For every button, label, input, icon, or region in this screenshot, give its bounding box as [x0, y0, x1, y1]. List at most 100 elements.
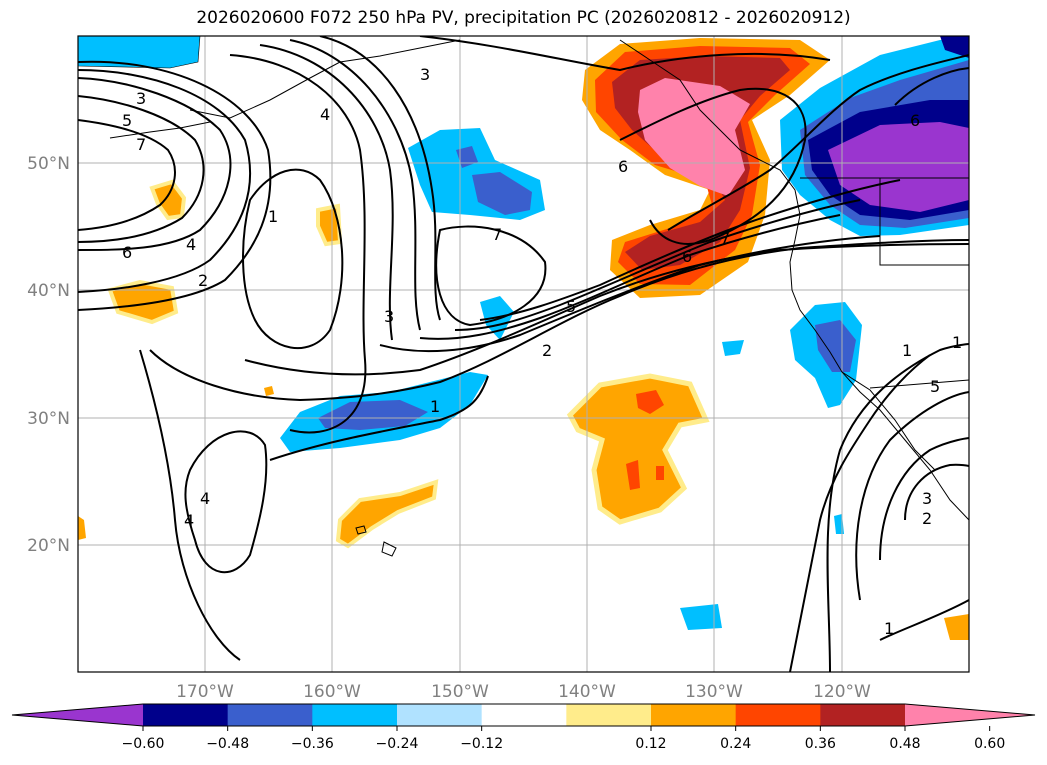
shade-neg-ne-purple: [828, 122, 969, 212]
colorbar-tick-label: 0.36: [805, 736, 836, 752]
colorbar-extend-high: [905, 704, 1035, 726]
shade-pos-subtrop-red2: [626, 460, 640, 490]
pv-contour-5-main: [419, 214, 841, 340]
pv-contour-arc-ne: [419, 36, 831, 72]
pv-contour-3-main: [379, 235, 881, 353]
colorbar-tick-label: 0.60: [974, 736, 1005, 752]
pv-label: 5: [566, 297, 576, 316]
pv-contour-se-1: [826, 343, 969, 672]
graticule: [78, 36, 969, 672]
pv-contour-5-west: [78, 95, 205, 243]
pv-label: 1: [902, 341, 912, 360]
pv-label: 4: [184, 511, 194, 530]
pv-label: 3: [420, 65, 430, 84]
pv-label: 6: [122, 243, 132, 262]
pv-contour-1-far-se: [879, 599, 969, 641]
lon-label: 160°W: [303, 682, 361, 702]
colorbar-tick-label: −0.48: [206, 736, 249, 752]
lon-label: 150°W: [431, 682, 489, 702]
pv-contour-ridge-3: [289, 39, 421, 331]
lat-label: 50°N: [27, 154, 70, 174]
colorbar-segment: [820, 704, 906, 726]
pv-contour-4-south: [184, 430, 268, 574]
pv-contour-7-closed: [435, 225, 547, 327]
pv-label: 3: [136, 89, 146, 108]
lon-labels: 170°W 160°W 150°W 140°W 130°W 120°W: [176, 682, 871, 702]
colorbar-segment: [312, 704, 398, 726]
colorbar: −0.60 −0.48 −0.36 −0.24 −0.12 0.12 0.24 0.36 0.4…: [11, 703, 1036, 752]
coast-hawaii-2: [355, 525, 367, 535]
pv-label: 1: [268, 207, 278, 226]
shade-pos-nepacific-pink: [638, 78, 750, 196]
pv-contour-4-west: [78, 69, 252, 293]
shade-pos-west-3: [316, 203, 343, 247]
shade-neg-topright: [940, 36, 969, 58]
pv-label: 2: [542, 341, 552, 360]
pv-label: 1: [430, 397, 440, 416]
shade-pos-left-edge: [78, 516, 86, 540]
pv-contour-1-ring-west: [242, 168, 344, 349]
pv-contour-6-main: [454, 199, 861, 331]
pv-label: 1: [884, 619, 894, 638]
shade-neg-subtrop-inner: [318, 400, 428, 430]
shade-pos-subtrop-red1: [636, 390, 664, 414]
pv-contour-7-west: [78, 119, 176, 231]
pv-label: 2: [198, 271, 208, 290]
shade-pos-west-1: [107, 279, 179, 325]
lat-labels: 50°N 40°N 30°N 20°N: [27, 154, 70, 556]
lat-label: 30°N: [27, 409, 70, 429]
pv-label: 7: [136, 135, 146, 154]
pv-contour-7-nepacific: [667, 54, 969, 231]
colorbar-segment: [481, 704, 567, 726]
pv-label: 2: [922, 509, 932, 528]
pv-contour-3-west: [78, 77, 232, 251]
pv-label: 7: [492, 225, 502, 244]
pv-contour-1-se: [789, 354, 931, 672]
colorbar-segment: [227, 704, 313, 726]
lat-label: 40°N: [27, 281, 70, 301]
colorbar-tick-label: 0.24: [720, 736, 751, 752]
lon-label: 140°W: [558, 682, 616, 702]
shade-neg-midpac-inner: [472, 172, 532, 215]
colorbar-tick-label: −0.36: [291, 736, 334, 752]
coast-bc-panhandle: [619, 39, 801, 216]
pv-contour-3-south: [139, 349, 241, 661]
pv-label: 7: [720, 229, 730, 248]
lon-label: 170°W: [176, 682, 234, 702]
coastlines: [109, 39, 969, 557]
shade-pos-small-dot: [264, 386, 274, 396]
colorbar-tick-label: −0.60: [122, 736, 165, 752]
pv-contour-ridge-4: [319, 36, 441, 321]
shade-blue-topleft: [78, 36, 201, 69]
colorbar-extend-low: [12, 704, 143, 726]
pv-contour-2-west: [78, 60, 272, 311]
pv-label: 5: [122, 111, 132, 130]
pv-label: 4: [200, 489, 210, 508]
coast-us-west: [789, 214, 969, 521]
shade-neg-small-3: [680, 604, 722, 630]
pv-contour-ridge-1: [229, 54, 367, 434]
map-area: 3 5 7 6 4 2 1 1 3 4 3 7 5 6 7 2 1 1 4 6 …: [78, 36, 969, 672]
pv-contour-2-south: [269, 375, 489, 461]
coast-hawaii: [381, 541, 397, 557]
pv-label: 3: [384, 307, 394, 326]
pv-label: 3: [922, 489, 932, 508]
colorbar-segment: [651, 704, 737, 726]
coast-aleutians: [109, 121, 211, 139]
shade-pos-hawaii: [335, 479, 439, 549]
pv-label: 6: [618, 157, 628, 176]
map-frame: [77, 35, 970, 673]
pv-contour-se-3: [879, 437, 969, 561]
shade-pos-subtrop: [566, 373, 710, 525]
pv-label: 6: [682, 247, 692, 266]
pv-contour-1-main: [149, 239, 969, 402]
lon-label: 120°W: [813, 682, 871, 702]
pv-contour-se-4: [904, 463, 969, 521]
pv-contour-labels: 3 5 7 6 4 2 1 1 3 4 3 7 5 6 7 2 1 1 4 6 …: [122, 65, 962, 638]
colorbar-segment: [143, 704, 229, 726]
pv-contour-6-northeast: [894, 67, 969, 106]
pv-label: 1: [952, 333, 962, 352]
lon-label: 130°W: [685, 682, 743, 702]
pv-contours: [78, 36, 969, 672]
